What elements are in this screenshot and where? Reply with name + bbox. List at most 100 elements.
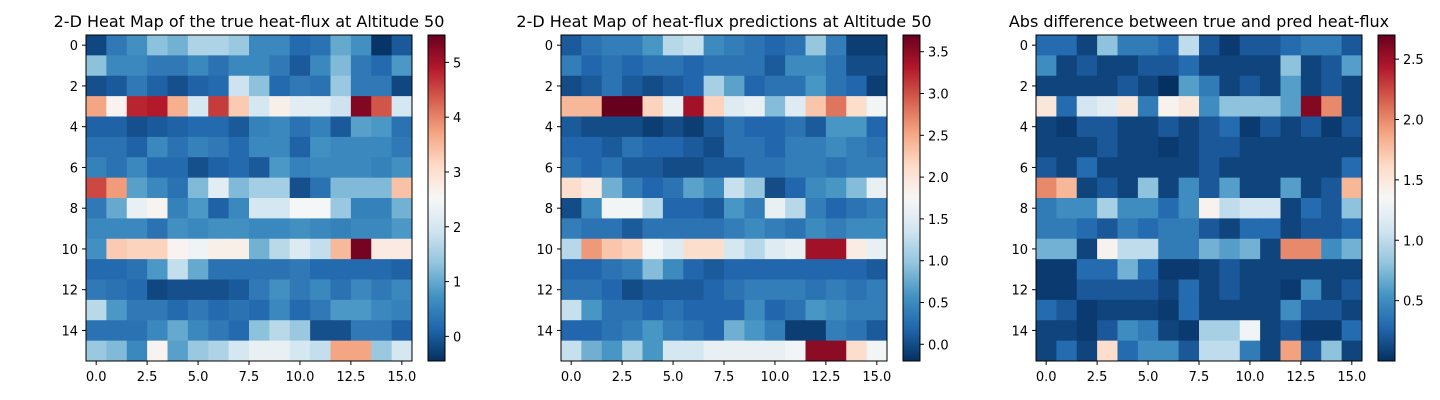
heatmap-cell bbox=[785, 279, 806, 301]
heatmap-cell bbox=[249, 279, 270, 301]
heatmap-cell bbox=[126, 157, 148, 179]
heatmap-cell bbox=[1239, 136, 1261, 158]
heatmap-cell bbox=[269, 279, 291, 301]
heatmap-cell bbox=[601, 340, 623, 362]
heatmap-cell bbox=[269, 136, 291, 158]
heatmap-cell bbox=[1036, 259, 1057, 280]
heatmap-cell bbox=[310, 96, 331, 117]
heatmap-cell bbox=[1341, 259, 1363, 280]
heatmap-cell bbox=[1199, 198, 1220, 219]
heatmap-cell bbox=[147, 299, 168, 321]
heatmap-cell bbox=[1097, 198, 1118, 219]
heatmap-cell bbox=[1056, 96, 1078, 117]
heatmap-cell bbox=[228, 96, 250, 117]
colorbar-tick-label: 2.0 bbox=[928, 171, 949, 186]
heatmap-cell bbox=[350, 218, 372, 240]
heatmap-cell bbox=[642, 35, 664, 56]
heatmap-cell bbox=[601, 35, 623, 56]
heatmap-cell bbox=[683, 340, 705, 362]
colorbar-tick-label: 3.5 bbox=[928, 46, 949, 61]
heatmap-cell bbox=[1137, 136, 1159, 158]
heatmap-cell bbox=[601, 198, 623, 219]
heatmap-cell bbox=[581, 238, 603, 260]
heatmap-cell bbox=[1056, 116, 1078, 138]
heatmap-cell bbox=[106, 238, 128, 260]
heatmap-cell bbox=[764, 157, 786, 179]
heatmap-cell bbox=[147, 75, 168, 97]
heatmap-cell bbox=[1056, 259, 1078, 280]
heatmap-cell bbox=[846, 136, 868, 158]
heatmap-cell bbox=[330, 259, 352, 280]
heatmap-cell bbox=[228, 340, 250, 362]
heatmap-cell bbox=[683, 75, 705, 97]
heatmap-cell bbox=[601, 96, 623, 117]
heatmap-cell bbox=[1178, 299, 1200, 321]
heatmap-cell bbox=[683, 279, 705, 301]
heatmap-cell bbox=[744, 238, 766, 260]
heatmap-cell bbox=[744, 136, 766, 158]
heatmap-cell bbox=[350, 279, 372, 301]
heatmap-cell bbox=[561, 198, 582, 219]
heatmap-cell bbox=[1056, 340, 1078, 362]
heatmap-cell bbox=[249, 96, 270, 117]
heatmap-cell bbox=[825, 218, 847, 240]
heatmap-cell bbox=[764, 116, 786, 138]
heatmap-cell bbox=[1178, 340, 1200, 362]
heatmap-cell bbox=[703, 96, 725, 117]
heatmap-cell bbox=[310, 75, 331, 97]
heatmap-cell bbox=[1239, 75, 1261, 97]
heatmap-cell bbox=[208, 75, 230, 97]
heatmap-cell bbox=[825, 55, 847, 77]
heatmap-cell bbox=[1300, 198, 1322, 219]
heatmap-cell bbox=[581, 299, 603, 321]
heatmap-cell bbox=[601, 259, 623, 280]
heatmap-cell bbox=[1260, 96, 1281, 117]
heatmap-cell bbox=[601, 177, 623, 199]
heatmap-cell bbox=[846, 96, 868, 117]
heatmap-cell bbox=[1280, 218, 1302, 240]
heatmap-cell bbox=[106, 116, 128, 138]
heatmap-cell bbox=[785, 299, 806, 321]
heatmap-cell bbox=[703, 238, 725, 260]
heatmap-cell bbox=[805, 55, 827, 77]
heatmap-cell bbox=[289, 55, 311, 77]
heatmap-cell bbox=[642, 340, 664, 362]
colorbar-tick-label: 5 bbox=[453, 56, 461, 71]
heatmap-cell bbox=[581, 136, 603, 158]
heatmap-cell bbox=[1199, 136, 1220, 158]
heatmap-cell bbox=[86, 157, 107, 179]
heatmap-cell bbox=[1117, 35, 1139, 56]
heatmap-cell bbox=[1158, 177, 1180, 199]
heatmap-cell bbox=[1158, 198, 1180, 219]
heatmap-cell bbox=[683, 218, 705, 240]
heatmap-cell bbox=[167, 198, 189, 219]
heatmap-cell bbox=[642, 218, 664, 240]
heatmap-cell bbox=[147, 177, 168, 199]
heatmap-cell bbox=[581, 35, 603, 56]
heatmap-cell bbox=[1219, 198, 1241, 219]
heatmap-cell bbox=[1117, 238, 1139, 260]
heatmap-cell bbox=[1260, 259, 1281, 280]
heatmap-cell bbox=[683, 35, 705, 56]
heatmap-cell bbox=[1158, 96, 1180, 117]
heatmap-cell bbox=[622, 279, 643, 301]
heatmap-cell bbox=[846, 35, 868, 56]
heatmap-cell bbox=[1117, 299, 1139, 321]
heatmap-cell bbox=[1239, 218, 1261, 240]
heatmap-cell bbox=[1158, 320, 1180, 342]
heatmap-cell bbox=[269, 259, 291, 280]
heatmap-cell bbox=[1117, 55, 1139, 77]
heatmap-cell bbox=[1239, 238, 1261, 260]
heatmap-cell bbox=[187, 299, 209, 321]
heatmap-cell bbox=[703, 55, 725, 77]
heatmap-cell bbox=[86, 96, 107, 117]
heatmap-cell bbox=[1137, 299, 1159, 321]
heatmap-cell bbox=[1280, 259, 1302, 280]
x-tick-label: 15.0 bbox=[387, 370, 416, 385]
heatmap-cell bbox=[683, 177, 705, 199]
heatmap-cell bbox=[703, 279, 725, 301]
heatmap-cell bbox=[724, 96, 745, 117]
heatmap-cell bbox=[1321, 238, 1343, 260]
heatmap-cell bbox=[703, 35, 725, 56]
heatmap-cell bbox=[269, 157, 291, 179]
